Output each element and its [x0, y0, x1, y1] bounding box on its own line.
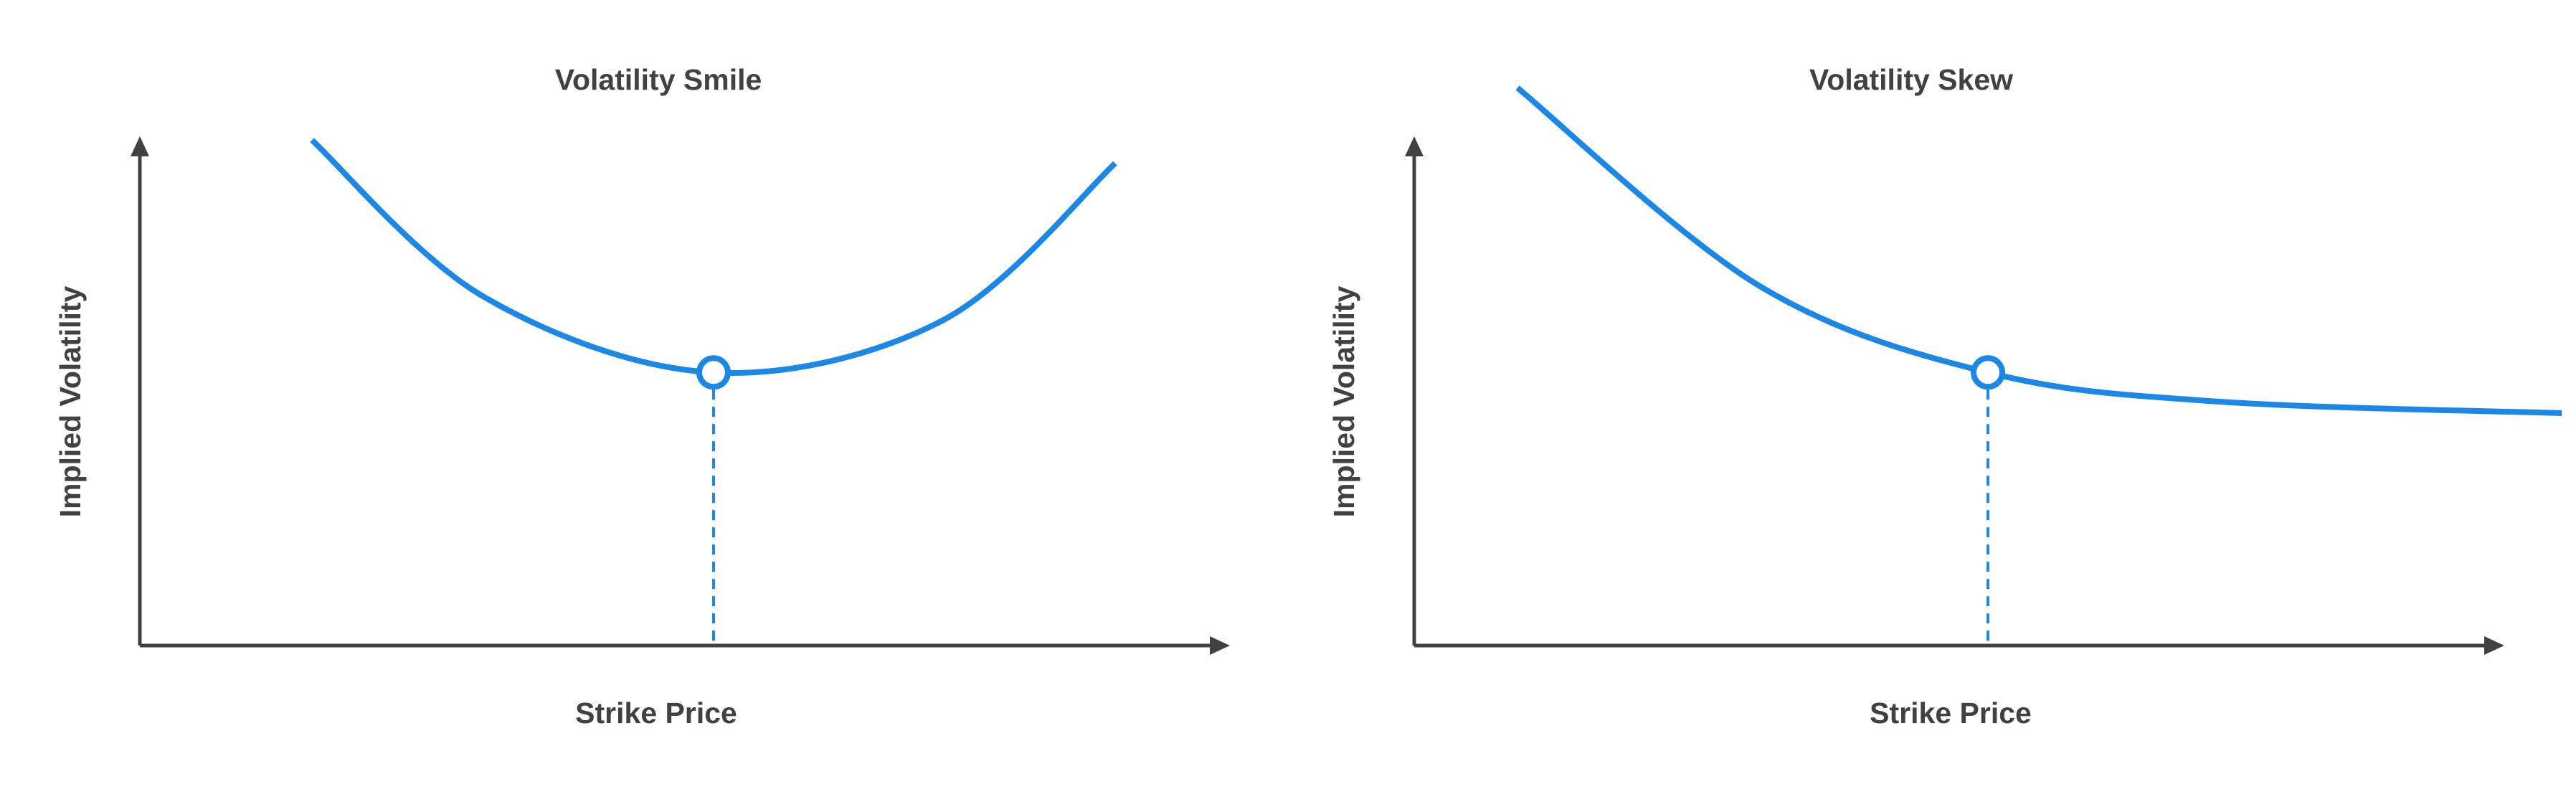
smile-volatility-curve [310, 138, 1117, 376]
skew-volatility-curve [1515, 85, 2562, 416]
smile-plot-area [310, 138, 1117, 646]
smile-y-axis-label: Implied Volatility [54, 285, 87, 517]
skew-x-axis-label: Strike Price [1870, 696, 2032, 729]
skew-atm-point [1971, 355, 2005, 390]
skew-y-axis-arrow [1405, 136, 1424, 156]
smile-chart-title: Volatility Smile [555, 63, 762, 96]
skew-chart: Volatility Skew Strike Price Implied Vol… [1327, 63, 2562, 729]
skew-y-axis-label: Implied Volatility [1327, 285, 1360, 517]
smile-x-axis-arrow [1210, 636, 1230, 655]
smile-x-axis-label: Strike Price [575, 696, 737, 729]
smile-y-axis-arrow [131, 136, 149, 156]
skew-x-axis-arrow [2484, 636, 2504, 655]
smile-atm-point [696, 355, 731, 390]
skew-plot-area [1515, 85, 2562, 646]
skew-chart-title: Volatility Skew [1809, 63, 2013, 96]
smile-chart: Volatility Smile Strike Price Implied Vo… [54, 63, 1230, 729]
